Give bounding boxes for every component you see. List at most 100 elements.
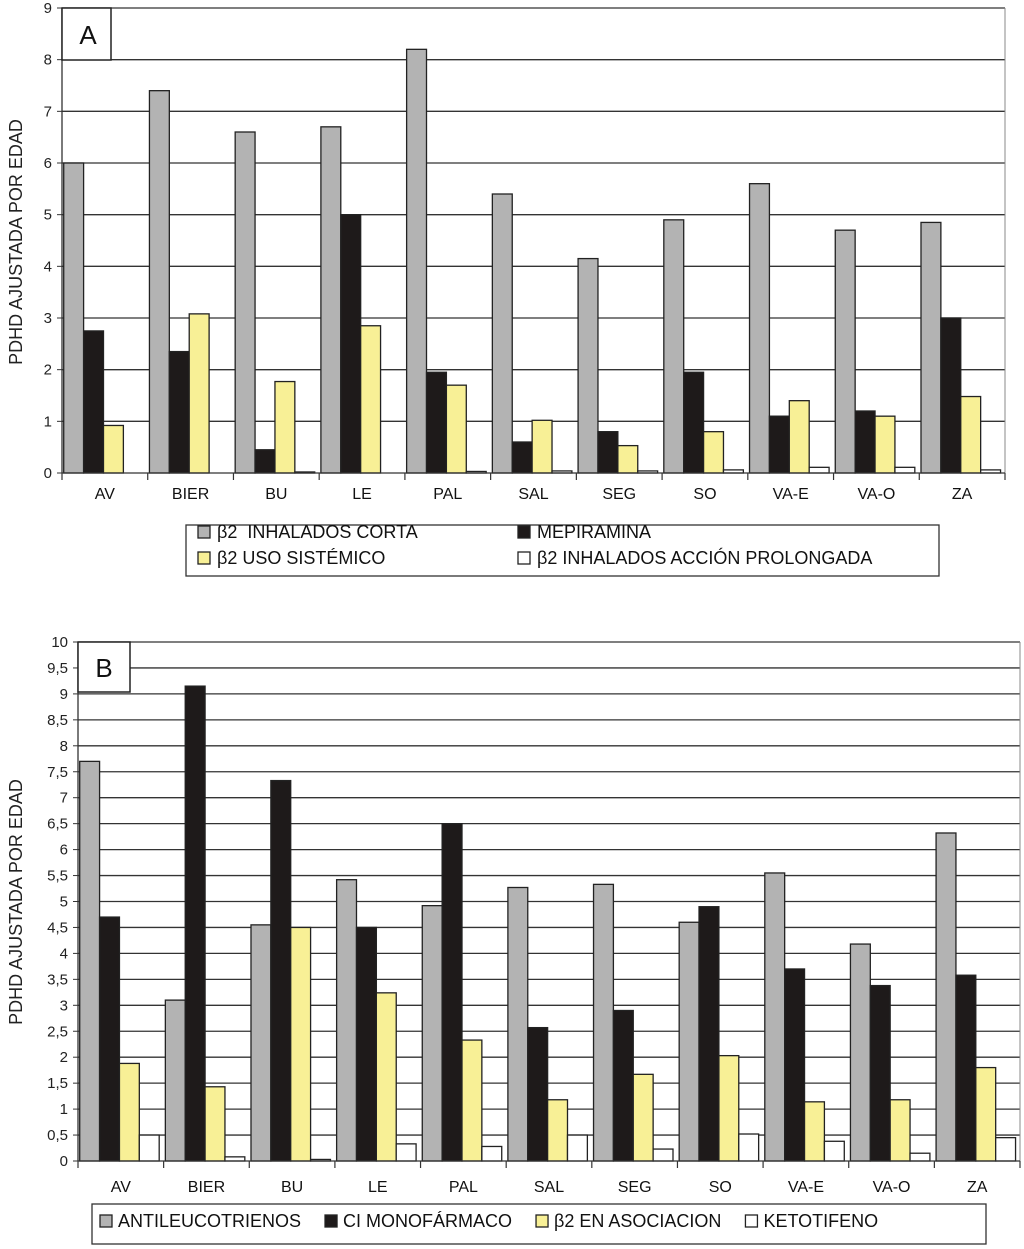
chart-b-y-tick-label: 5,5: [47, 868, 68, 885]
chart-b-bar-av-series-1: [79, 760, 101, 1162]
chart-a-bar-va-e-series-3: [788, 400, 810, 474]
chart-b-bar-bu-series-1: [250, 924, 272, 1162]
chart-a-x-tick-labels: AV BIER BU LE PAL SAL SEG SO VA-E VA-O ZA: [95, 486, 973, 503]
chart-a-legend-label: β2 INHALADOS ACCIÓN PROLONGADA: [537, 547, 872, 568]
chart-b-bar-bu-series-2: [270, 779, 292, 1162]
chart-b: 0 0,5 1 1,5 2 2,5 3 3,5 4 4,5 5 5,5 6 6,5 7 7,5 8 8,5 9 9,5…: [6, 634, 1021, 1245]
chart-a-x-tick-label: LE: [352, 486, 372, 503]
chart-b-bar-seg-series-1: [592, 883, 615, 1162]
chart-b-legend-label: KETOTIFENO: [763, 1211, 878, 1231]
chart-a-axes: [57, 7, 1006, 480]
chart-a-bar-pal-series-1: [405, 48, 428, 474]
chart-a-bar-av-series-2: [82, 330, 105, 474]
chart-b-legend-label: β2 EN ASOCIACION: [554, 1211, 721, 1231]
chart-a-bar-va-e-series-1: [748, 183, 771, 474]
chart-b-bar-pal-series-4: [481, 1145, 503, 1162]
chart-a-legend-swatch: [197, 525, 211, 539]
chart-b-bar-sal-series-2: [527, 1026, 549, 1162]
chart-b-bar-le-series-4: [395, 1143, 417, 1162]
chart-a-y-tick-label: 0: [44, 465, 52, 482]
chart-b-bar-sal-series-1: [507, 886, 529, 1162]
chart-b-y-tick-label: 10: [51, 634, 68, 651]
chart-a-x-tick-label: PAL: [433, 486, 462, 503]
chart-a-y-tick-label: 2: [44, 362, 52, 379]
chart-a-gridlines: [62, 7, 1005, 422]
chart-b-bar-bier-series-1: [164, 999, 186, 1162]
chart-b-bar-bu-series-3: [290, 926, 312, 1162]
chart-a-bar-le-series-2: [340, 214, 362, 474]
chart-a-legend-swatch: [517, 551, 531, 565]
chart-b-bar-so-series-4: [738, 1133, 760, 1162]
chart-b-y-tick-label: 6: [60, 842, 68, 859]
chart-a-y-axis-label: PDHD AJUSTADA POR EDAD: [6, 119, 26, 365]
chart-a-legend-label: β2 INHALADOS CORTA: [217, 522, 418, 542]
chart-b-bar-av-series-3: [118, 1062, 140, 1162]
chart-b-legend-label: CI MONOFÁRMACO: [343, 1211, 512, 1231]
chart-a-bars: [63, 48, 1002, 474]
chart-b-bar-le-series-1: [335, 879, 358, 1162]
chart-a-bar-sal-series-1: [491, 193, 513, 474]
chart-a-bar-sal-series-3: [531, 419, 553, 474]
chart-b-x-tick-label: BU: [281, 1179, 303, 1196]
chart-a-x-tick-label: SO: [693, 486, 716, 503]
chart-a-bar-av-series-1: [63, 162, 85, 474]
chart-a-bar-bu-series-1: [234, 131, 256, 474]
chart-b-legend: ANTILEUCOTRIENOS CI MONOFÁRMACO β2 EN ASOC…: [91, 1203, 987, 1245]
chart-b-bar-seg-series-2: [612, 1009, 634, 1162]
chart-b-bar-va-o-series-4: [909, 1152, 931, 1162]
chart-b-x-tick-label: PAL: [449, 1179, 478, 1196]
chart-b-bar-va-e-series-2: [784, 968, 806, 1162]
chart-b-bar-sal-series-3: [546, 1099, 569, 1162]
chart-b-bar-sal-series-4: [566, 1134, 589, 1162]
chart-b-y-tick-label: 4,5: [47, 919, 68, 936]
chart-b-y-tick-label: 2: [60, 1049, 68, 1066]
chart-a-y-tick-label: 8: [44, 52, 52, 69]
chart-b-bar-za-series-4: [995, 1136, 1017, 1162]
chart-a-bar-bier-series-1: [148, 90, 170, 474]
chart-a-y-tick-label: 4: [44, 258, 52, 275]
chart-b-y-tick-label: 2,5: [47, 1023, 68, 1040]
chart-a-panel-label: A: [79, 20, 97, 50]
chart-b-bar-pal-series-1: [421, 905, 443, 1162]
chart-b-x-tick-label: LE: [368, 1179, 388, 1196]
chart-b-legend-box: [91, 1203, 987, 1245]
chart-b-bar-seg-series-4: [652, 1148, 674, 1162]
chart-b-legend-label: ANTILEUCOTRIENOS: [118, 1211, 301, 1231]
chart-b-y-tick-label: 3: [60, 997, 68, 1014]
chart-a-y-tick-label: 7: [44, 103, 52, 120]
chart-a-bar-so-series-3: [702, 431, 725, 474]
chart-b-panel-label: B: [95, 653, 112, 683]
chart-b-y-tick-label: 9: [60, 686, 68, 703]
chart-b-legend-swatch: [744, 1214, 759, 1228]
chart-a-bar-pal-series-3: [445, 384, 467, 474]
chart-b-x-tick-labels: AV BIER BU LE PAL SAL SEG SO VA-E VA-O ZA: [111, 1179, 988, 1196]
chart-a-bar-bu-series-3: [274, 380, 296, 474]
chart-b-bar-va-e-series-4: [823, 1140, 845, 1162]
chart-a-bar-bu-series-2: [254, 449, 276, 474]
chart-b-x-tick-label: ZA: [967, 1179, 988, 1196]
chart-b-x-tick-label: VA-O: [873, 1179, 911, 1196]
chart-a-x-tick-label: BU: [265, 486, 287, 503]
chart-a-y-tick-label: 9: [44, 0, 52, 17]
chart-b-y-tick-label: 7: [60, 790, 68, 807]
chart-b-bar-za-series-2: [955, 974, 977, 1162]
chart-b-y-tick-labels: 0 0,5 1 1,5 2 2,5 3 3,5 4 4,5 5 5,5 6 6,5 7 7,5 8 8,5 9 9,5…: [47, 634, 68, 1170]
chart-b-axes: [73, 641, 1021, 1168]
chart-a-legend-swatch: [197, 551, 211, 565]
chart-b-bar-va-o-series-1: [849, 943, 871, 1162]
chart-a-bar-za-series-1: [920, 221, 942, 474]
chart-a-x-tick-label: ZA: [952, 486, 973, 503]
chart-b-bars: [79, 685, 1017, 1162]
chart-b-bar-za-series-3: [975, 1066, 997, 1162]
chart-b-x-tick-label: SEG: [618, 1179, 652, 1196]
chart-b-y-tick-label: 4: [60, 945, 68, 962]
chart-a-bar-bier-series-2: [168, 350, 190, 474]
chart-a-y-tick-labels: 0 1 2 3 4 5 6 7 8 9: [44, 0, 52, 482]
chart-b-y-tick-label: 7,5: [47, 764, 68, 781]
chart-a-y-tick-label: 5: [44, 207, 52, 224]
chart-b-bar-va-o-series-3: [889, 1099, 911, 1162]
chart-b-x-tick-label: VA-E: [788, 1179, 824, 1196]
chart-a-bar-le-series-3: [360, 325, 382, 474]
chart-a-y-tick-label: 6: [44, 155, 52, 172]
